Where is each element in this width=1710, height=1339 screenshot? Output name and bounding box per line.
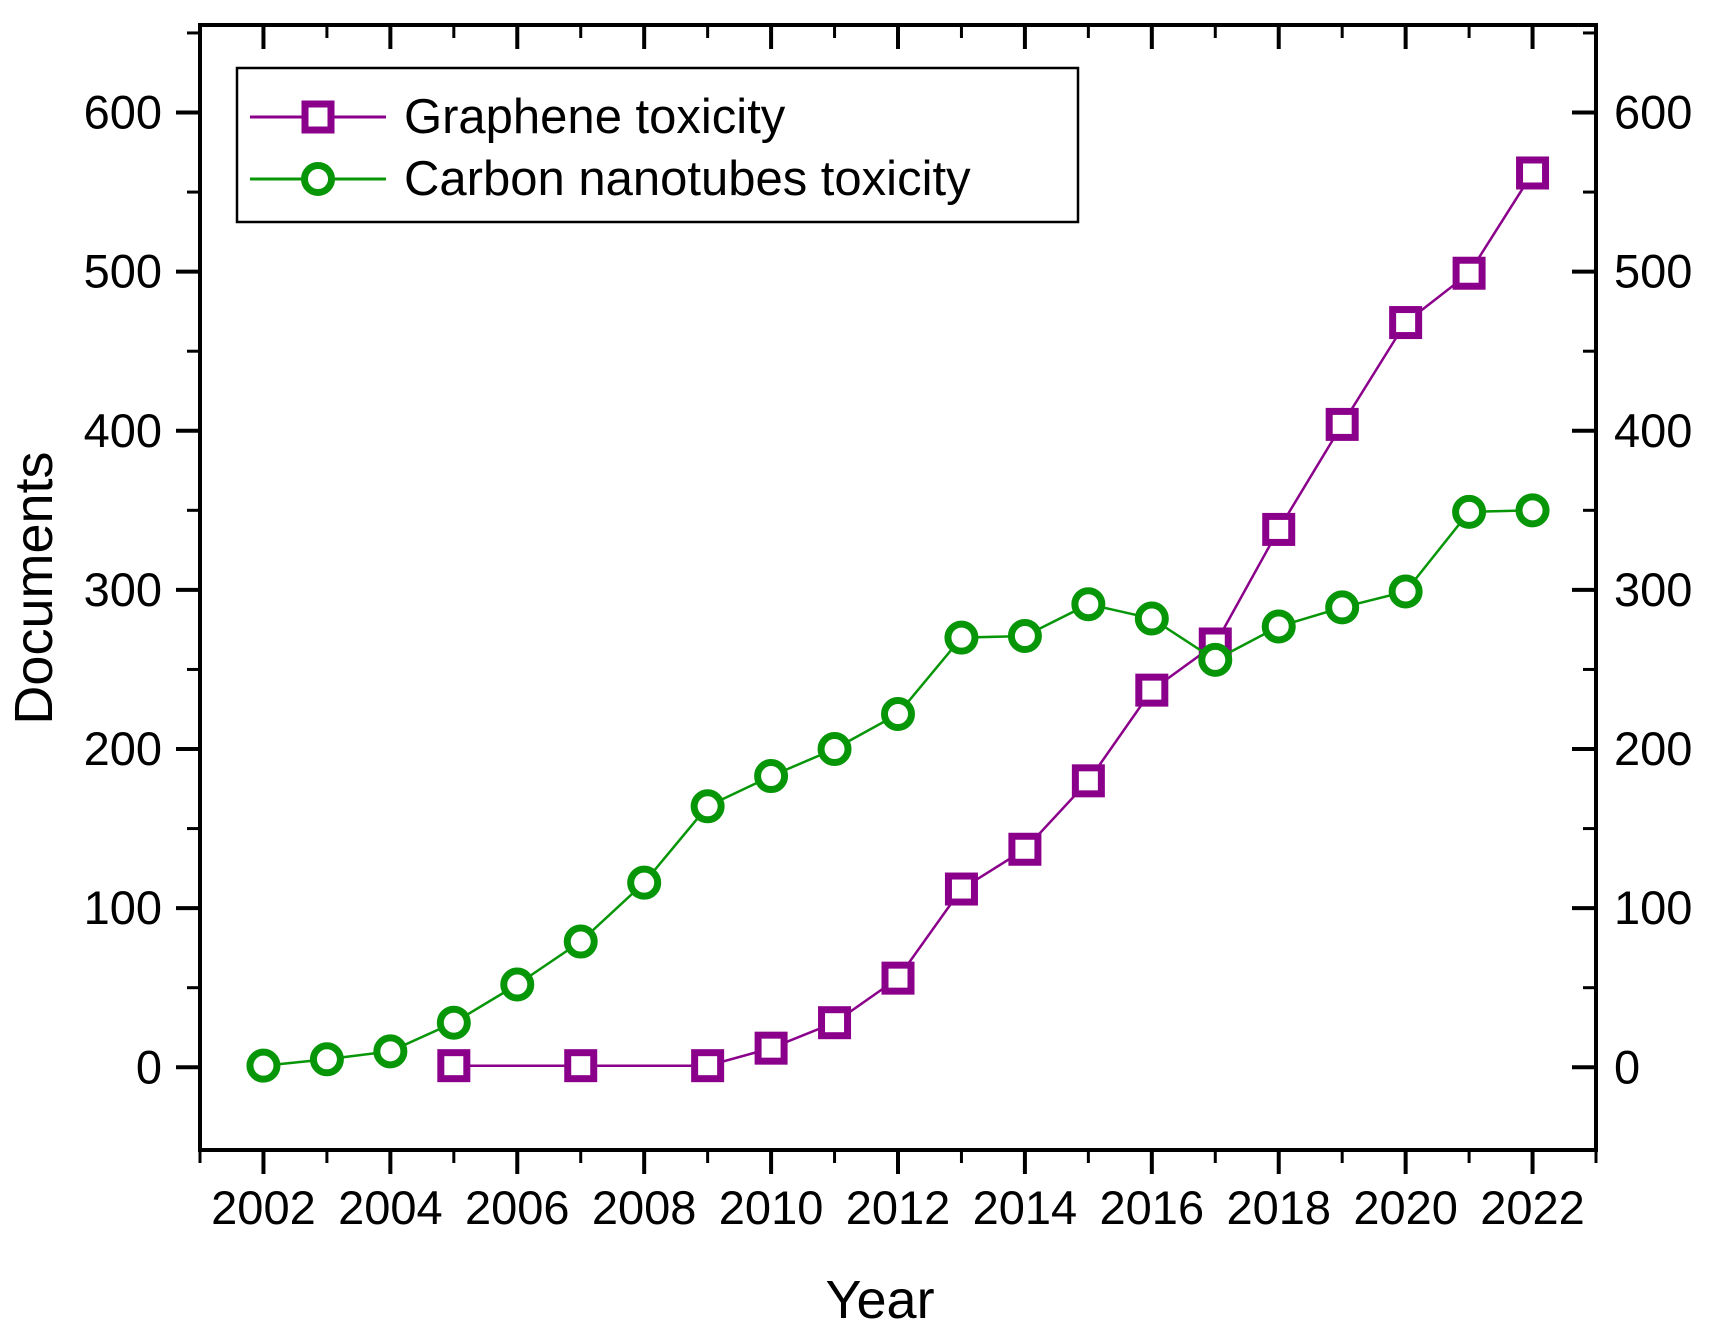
series-marker-graphene-toxicity [1389, 306, 1423, 340]
y-tick-label-right: 100 [1614, 881, 1692, 934]
series-marker-graphene-toxicity [881, 961, 915, 995]
series-marker-graphene-toxicity [691, 1049, 725, 1083]
series-marker-graphene-toxicity [1071, 764, 1105, 798]
axis-ticks: 2002 2004 2006 2008 2010 2012 2014 2016 2018 2020… [84, 25, 1692, 1234]
series-marker-graphene-toxicity [437, 1049, 471, 1083]
y-tick-label-right: 600 [1614, 86, 1692, 139]
legend-sample-carbon-nanotubes [250, 162, 386, 196]
series-marker-carbon-nanotubes-toxicity [309, 1042, 344, 1077]
series-layer [246, 156, 1550, 1083]
y-axis-title: Documents [4, 451, 64, 724]
series-marker-carbon-nanotubes-toxicity [373, 1034, 408, 1069]
x-tick-label: 2010 [719, 1181, 824, 1234]
series-marker-carbon-nanotubes-toxicity [1134, 601, 1169, 636]
y-tick-label-right: 500 [1614, 245, 1692, 298]
x-tick-label: 2014 [973, 1181, 1078, 1234]
series-marker-graphene-toxicity [564, 1049, 598, 1083]
y-tick-label-right: 300 [1614, 563, 1692, 616]
series-marker-carbon-nanotubes-toxicity [881, 697, 915, 732]
legend-sample-marker [301, 100, 335, 134]
legend-label-carbon-nanotubes: Carbon nanotubes toxicity [404, 152, 971, 206]
y-tick-label-right: 400 [1614, 404, 1692, 457]
series-marker-graphene-toxicity [1262, 512, 1296, 546]
series-marker-graphene-toxicity [1135, 673, 1169, 707]
legend-sample-marker [301, 162, 335, 196]
x-tick-label: 2016 [1100, 1181, 1205, 1234]
series-marker-graphene-toxicity [1325, 407, 1359, 441]
y-tick-label-right: 0 [1614, 1040, 1640, 1093]
x-tick-label: 2018 [1226, 1181, 1331, 1234]
x-tick-label: 2006 [465, 1181, 570, 1234]
series-marker-carbon-nanotubes-toxicity [1071, 587, 1106, 622]
series-marker-carbon-nanotubes-toxicity [246, 1048, 281, 1083]
y-tick-label-left: 600 [84, 86, 162, 139]
y-tick-label-right: 200 [1614, 722, 1692, 775]
y-tick-label-left: 200 [84, 722, 162, 775]
legend: Graphene toxicity Carbon nanotubes toxic… [235, 66, 1080, 224]
series-marker-carbon-nanotubes-toxicity [500, 967, 535, 1002]
series-marker-carbon-nanotubes-toxicity [754, 759, 789, 794]
x-tick-label: 2002 [211, 1181, 316, 1234]
legend-label-graphene: Graphene toxicity [404, 90, 786, 144]
y-tick-label-left: 400 [84, 404, 162, 457]
series-marker-carbon-nanotubes-toxicity [627, 865, 662, 900]
series-marker-graphene-toxicity [754, 1031, 788, 1065]
series-marker-carbon-nanotubes-toxicity [1325, 590, 1360, 625]
series-marker-graphene-toxicity [1516, 156, 1550, 190]
y-tick-label-left: 300 [84, 563, 162, 616]
series-marker-carbon-nanotubes-toxicity [1198, 642, 1233, 677]
x-tick-label: 2012 [846, 1181, 951, 1234]
x-tick-label: 2022 [1480, 1181, 1585, 1234]
series-marker-graphene-toxicity [1452, 256, 1486, 290]
series-marker-carbon-nanotubes-toxicity [436, 1005, 471, 1040]
series-marker-carbon-nanotubes-toxicity [1007, 619, 1042, 654]
series-marker-carbon-nanotubes-toxicity [1452, 494, 1487, 529]
series-carbon-nanotubes-toxicity [246, 493, 1550, 1083]
series-marker-carbon-nanotubes-toxicity [1261, 609, 1296, 644]
series-marker-carbon-nanotubes-toxicity [563, 924, 598, 959]
series-marker-carbon-nanotubes-toxicity [944, 620, 979, 655]
legend-sample-graphene [250, 100, 386, 134]
series-marker-graphene-toxicity [818, 1006, 852, 1040]
y-tick-label-left: 500 [84, 245, 162, 298]
series-marker-carbon-nanotubes-toxicity [1515, 493, 1550, 528]
series-marker-carbon-nanotubes-toxicity [690, 789, 725, 824]
x-tick-label: 2004 [338, 1181, 443, 1234]
x-tick-label: 2020 [1353, 1181, 1458, 1234]
x-tick-label: 2008 [592, 1181, 697, 1234]
series-marker-carbon-nanotubes-toxicity [1388, 574, 1423, 609]
legend-box [235, 66, 1080, 224]
y-tick-label-left: 100 [84, 881, 162, 934]
x-axis-title: Year [825, 1270, 934, 1330]
series-graphene-toxicity [437, 156, 1550, 1083]
series-marker-graphene-toxicity [944, 872, 978, 906]
series-marker-graphene-toxicity [1008, 832, 1042, 866]
y-tick-label-left: 0 [136, 1040, 162, 1093]
series-line-graphene-toxicity [453, 172, 1534, 1067]
series-marker-carbon-nanotubes-toxicity [817, 732, 852, 767]
